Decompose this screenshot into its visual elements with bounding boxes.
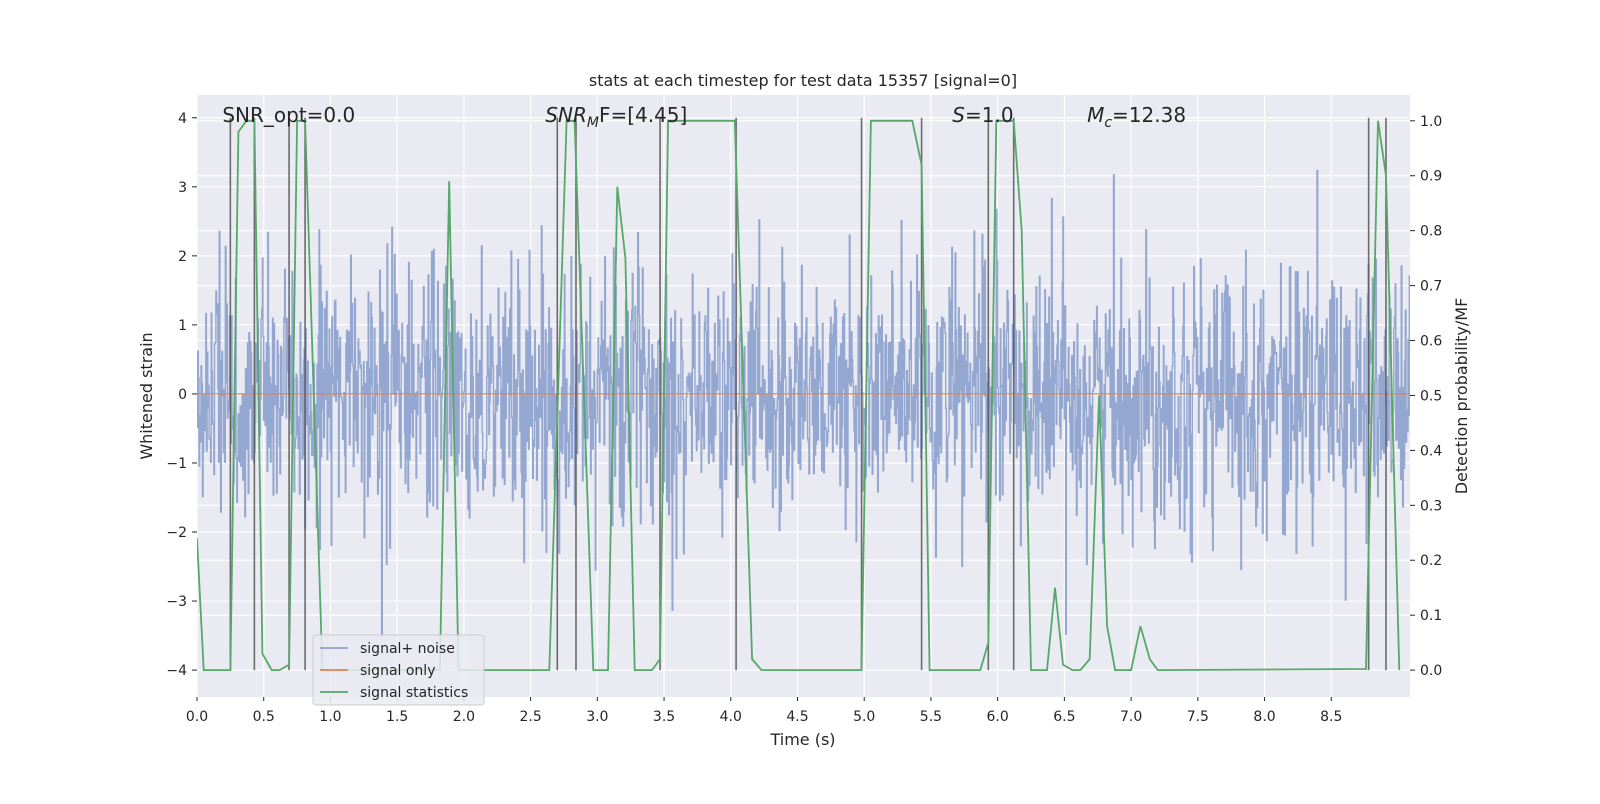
x-tick-label: 7.5 (1187, 709, 1209, 725)
annotation-base: M (1087, 103, 1104, 127)
plot-content (197, 117, 1410, 672)
y-left-tick-label: 0 (178, 387, 187, 403)
x-tick-label: 2.5 (519, 709, 541, 725)
legend: signal+ noise signal only signal statistic… (312, 634, 485, 706)
y-left-tick-label: −1 (166, 456, 187, 472)
x-tick-label: 5.5 (920, 709, 942, 725)
x-tick-label: 0.5 (253, 709, 275, 725)
y-right-tick-label: 0.7 (1420, 279, 1442, 295)
y-left-tick-label: 3 (178, 180, 187, 196)
x-tick-label: 6.0 (987, 709, 1009, 725)
x-tick-label: 4.0 (720, 709, 742, 725)
x-tick-label: 0.0 (186, 709, 208, 725)
y-right-tick-label: 0.1 (1420, 608, 1442, 624)
y-left-tick-label: −3 (166, 594, 187, 610)
y-right-tick-label: 0.3 (1420, 498, 1442, 514)
y-axis-left-label: Whitened strain (137, 332, 156, 459)
y-right-tick-label: 0.9 (1420, 169, 1442, 185)
x-tick-label: 3.5 (653, 709, 675, 725)
y-axis-right: 0.0 0.1 0.2 0.3 0.4 0.5 0.6 0.7 0.8 0.9 1.0 (1410, 114, 1442, 679)
annotation: Mc=12.38 (1087, 103, 1186, 131)
annotation-subscript: M (587, 115, 599, 131)
y-left-tick-label: 2 (178, 249, 187, 265)
series-signal-noise (197, 169, 1410, 638)
annotation-subscript: c (1104, 115, 1112, 131)
annotation-rest: =12.38 (1112, 103, 1186, 127)
x-tick-label: 1.5 (386, 709, 408, 725)
legend-label: signal only (360, 663, 435, 679)
y-right-tick-label: 0.6 (1420, 334, 1442, 350)
annotation-base: SNR (545, 103, 587, 127)
x-tick-label: 7.0 (1120, 709, 1142, 725)
y-axis-right-label: Detection probability/MF (1452, 298, 1471, 495)
y-axis-left: −4 −3 −2 −1 0 1 2 3 4 (166, 111, 197, 679)
y-right-tick-label: 1.0 (1420, 114, 1442, 130)
x-tick-label: 1.0 (319, 709, 341, 725)
annotation-rest: F=[4.45] (599, 103, 687, 127)
y-right-tick-label: 0.0 (1420, 663, 1442, 679)
x-axis-label: Time (s) (769, 730, 835, 749)
y-right-tick-label: 0.5 (1420, 388, 1442, 404)
series-signal-statistics (197, 119, 1401, 672)
x-tick-label: 2.0 (453, 709, 475, 725)
x-axis: 0.0 0.5 1.0 1.5 2.0 2.5 3.0 3.5 4.0 4.5 5.0 5.5 6.0 6… (186, 697, 1342, 725)
annotation-base: S (952, 103, 965, 127)
x-tick-label: 4.5 (786, 709, 808, 725)
legend-label: signal statistics (360, 685, 468, 701)
legend-label: signal+ noise (360, 641, 455, 657)
annotation-base: SNR_opt=0.0 (222, 103, 355, 127)
x-tick-label: 3.0 (586, 709, 608, 725)
y-right-tick-label: 0.2 (1420, 553, 1442, 569)
x-tick-label: 6.5 (1053, 709, 1075, 725)
annotation: SNRMF=[4.45] (545, 103, 687, 131)
annotation: S=1.0 (952, 103, 1013, 127)
y-left-tick-label: 4 (178, 111, 187, 127)
annotations: SNR_opt=0.0 SNRMF=[4.45] S=1.0 Mc=12.38 (222, 103, 1186, 131)
y-left-tick-label: −4 (166, 663, 187, 679)
x-tick-label: 5.0 (853, 709, 875, 725)
y-right-tick-label: 0.8 (1420, 224, 1442, 240)
annotation-rest: =1.0 (965, 103, 1014, 127)
y-left-tick-label: −2 (166, 525, 187, 541)
chart-title: stats at each timestep for test data 153… (589, 71, 1017, 90)
x-tick-label: 8.0 (1253, 709, 1275, 725)
x-tick-label: 8.5 (1320, 709, 1342, 725)
y-left-tick-label: 1 (178, 318, 187, 334)
y-right-tick-label: 0.4 (1420, 443, 1442, 459)
annotation: SNR_opt=0.0 (222, 103, 355, 127)
legend-box (312, 634, 485, 706)
